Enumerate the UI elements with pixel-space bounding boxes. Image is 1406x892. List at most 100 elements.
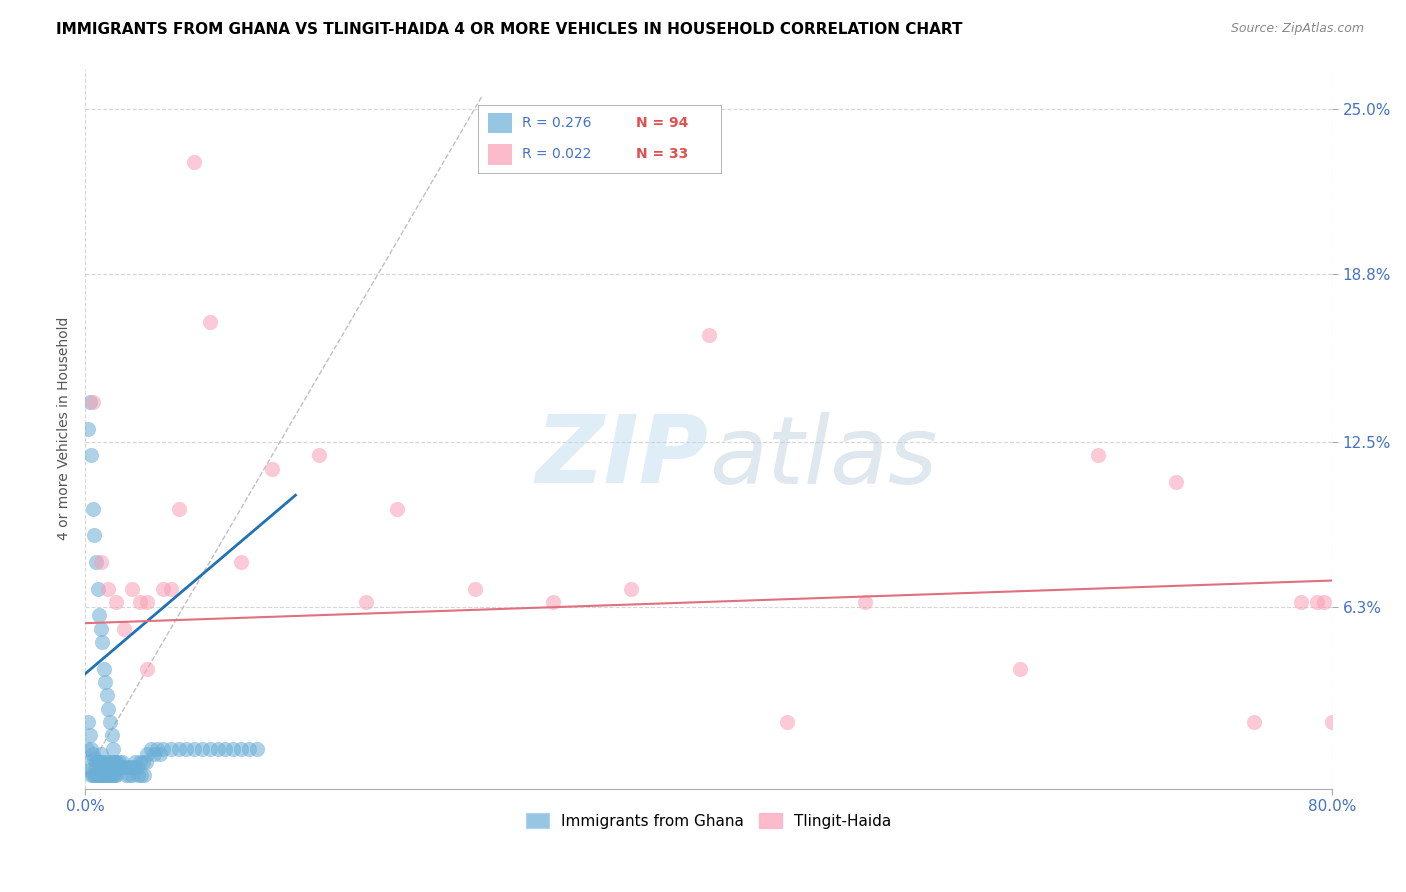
Point bbox=[207, 741, 229, 756]
Point bbox=[82, 501, 104, 516]
Point bbox=[620, 582, 643, 596]
Point bbox=[76, 741, 98, 756]
Point bbox=[90, 747, 112, 761]
Point bbox=[132, 755, 155, 769]
Point bbox=[98, 714, 121, 729]
Point bbox=[104, 760, 127, 774]
Point bbox=[853, 595, 876, 609]
Point bbox=[127, 768, 149, 782]
Point bbox=[129, 768, 152, 782]
Point bbox=[101, 755, 124, 769]
Point bbox=[77, 714, 100, 729]
Point bbox=[96, 760, 118, 774]
Point bbox=[97, 582, 120, 596]
Point bbox=[79, 763, 101, 777]
Point bbox=[229, 741, 252, 756]
Point bbox=[82, 768, 104, 782]
Point bbox=[77, 755, 100, 769]
Point bbox=[120, 760, 142, 774]
Point bbox=[125, 760, 148, 774]
Legend: Immigrants from Ghana, Tlingit-Haida: Immigrants from Ghana, Tlingit-Haida bbox=[520, 806, 897, 835]
Point bbox=[354, 595, 377, 609]
Point bbox=[121, 768, 143, 782]
Point bbox=[93, 768, 115, 782]
Point bbox=[1313, 595, 1336, 609]
Point bbox=[80, 741, 103, 756]
Point bbox=[142, 747, 165, 761]
Point bbox=[229, 555, 252, 569]
Y-axis label: 4 or more Vehicles in Household: 4 or more Vehicles in Household bbox=[58, 317, 72, 541]
Point bbox=[97, 755, 120, 769]
Point bbox=[214, 741, 236, 756]
Point bbox=[115, 760, 138, 774]
Point bbox=[90, 555, 112, 569]
Text: ZIP: ZIP bbox=[536, 411, 709, 503]
Point bbox=[105, 595, 128, 609]
Point bbox=[238, 741, 260, 756]
Point bbox=[86, 582, 108, 596]
Point bbox=[107, 760, 129, 774]
Point bbox=[80, 448, 103, 462]
Point bbox=[84, 755, 107, 769]
Point bbox=[114, 768, 136, 782]
Point bbox=[105, 755, 128, 769]
Point bbox=[128, 755, 150, 769]
Point bbox=[93, 760, 115, 774]
Point bbox=[121, 582, 143, 596]
Point bbox=[159, 582, 181, 596]
Point bbox=[83, 528, 105, 542]
Point bbox=[136, 661, 159, 675]
Point bbox=[152, 582, 174, 596]
Point bbox=[198, 315, 221, 329]
Point bbox=[91, 635, 114, 649]
Point bbox=[90, 768, 112, 782]
Point bbox=[100, 728, 122, 742]
Point bbox=[198, 741, 221, 756]
Point bbox=[1322, 714, 1344, 729]
Point bbox=[97, 768, 120, 782]
Point bbox=[97, 701, 120, 715]
Point bbox=[101, 741, 124, 756]
Point bbox=[183, 154, 205, 169]
Point bbox=[94, 755, 117, 769]
Point bbox=[222, 741, 245, 756]
Point bbox=[80, 768, 103, 782]
Point bbox=[94, 768, 117, 782]
Point bbox=[96, 688, 118, 702]
Point bbox=[697, 328, 720, 343]
Point bbox=[87, 608, 110, 623]
Point bbox=[1010, 661, 1032, 675]
Point bbox=[134, 768, 156, 782]
Point bbox=[128, 595, 150, 609]
Point bbox=[91, 755, 114, 769]
Point bbox=[86, 768, 108, 782]
Point bbox=[82, 395, 104, 409]
Point bbox=[98, 760, 121, 774]
Point bbox=[385, 501, 408, 516]
Point bbox=[167, 501, 190, 516]
Point bbox=[122, 760, 145, 774]
Point bbox=[176, 741, 198, 756]
Point bbox=[98, 768, 121, 782]
Point bbox=[100, 768, 122, 782]
Point bbox=[84, 555, 107, 569]
Point bbox=[79, 395, 101, 409]
Point bbox=[152, 741, 174, 756]
Point bbox=[96, 768, 118, 782]
Point bbox=[146, 741, 169, 756]
Point bbox=[110, 760, 132, 774]
Point bbox=[91, 768, 114, 782]
Point bbox=[87, 755, 110, 769]
Point bbox=[112, 622, 135, 636]
Point bbox=[1243, 714, 1265, 729]
Point bbox=[464, 582, 486, 596]
Point bbox=[541, 595, 564, 609]
Point bbox=[82, 747, 104, 761]
Point bbox=[93, 661, 115, 675]
Point bbox=[1305, 595, 1327, 609]
Point bbox=[104, 755, 127, 769]
Point bbox=[94, 674, 117, 689]
Text: atlas: atlas bbox=[709, 412, 936, 503]
Point bbox=[112, 760, 135, 774]
Point bbox=[79, 728, 101, 742]
